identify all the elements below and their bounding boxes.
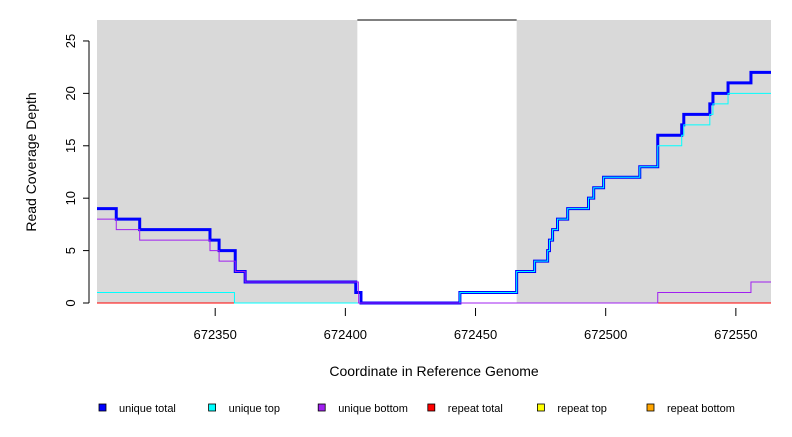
legend: unique total unique top unique bottom repea… — [98, 403, 735, 415]
legend-label: unique total — [119, 403, 176, 415]
y-tick-label: 20 — [63, 86, 78, 100]
legend-swatch — [98, 403, 107, 412]
legend-label: repeat total — [448, 403, 503, 415]
legend-label: repeat top — [557, 403, 607, 415]
series-unique-top — [97, 92, 771, 304]
legend-swatch — [317, 403, 326, 412]
x-tick-label: 672400 — [324, 327, 367, 342]
series-unique-bottom — [97, 218, 771, 304]
legend-item: repeat bottom — [646, 403, 735, 415]
legend-label: unique bottom — [338, 403, 408, 415]
y-tick-label: 15 — [63, 139, 78, 153]
x-tick-label: 672550 — [714, 327, 757, 342]
axes: 0 5 10 15 20 25 672350 672400 672450 672500 672550 — [63, 34, 758, 342]
y-tick-label: 0 — [63, 299, 78, 306]
legend-item: unique top — [208, 403, 280, 415]
plot-background — [97, 19, 771, 303]
legend-label: repeat bottom — [667, 403, 735, 415]
legend-item: unique bottom — [317, 403, 408, 415]
legend-swatch — [646, 403, 655, 412]
legend-swatch — [208, 403, 217, 412]
shaded-region-left — [97, 20, 358, 303]
legend-label: unique top — [229, 403, 280, 415]
legend-swatch — [427, 403, 436, 412]
legend-swatch — [537, 403, 545, 412]
x-tick-label: 672350 — [193, 327, 236, 342]
series-lines — [97, 70, 771, 305]
x-tick-label: 672500 — [584, 327, 627, 342]
x-tick-label: 672450 — [454, 327, 497, 342]
legend-item: repeat top — [537, 403, 607, 415]
x-axis-label: Coordinate in Reference Genome — [329, 363, 539, 379]
y-tick-label: 10 — [63, 191, 78, 205]
shaded-region-right — [516, 20, 771, 303]
legend-item: unique total — [98, 403, 176, 415]
y-tick-label: 5 — [63, 247, 78, 254]
legend-item: repeat total — [427, 403, 503, 415]
y-tick-label: 25 — [63, 34, 78, 48]
y-axis-label: Read Coverage Depth — [23, 92, 39, 231]
